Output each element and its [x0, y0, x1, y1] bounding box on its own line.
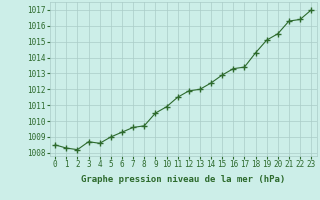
X-axis label: Graphe pression niveau de la mer (hPa): Graphe pression niveau de la mer (hPa)	[81, 175, 285, 184]
